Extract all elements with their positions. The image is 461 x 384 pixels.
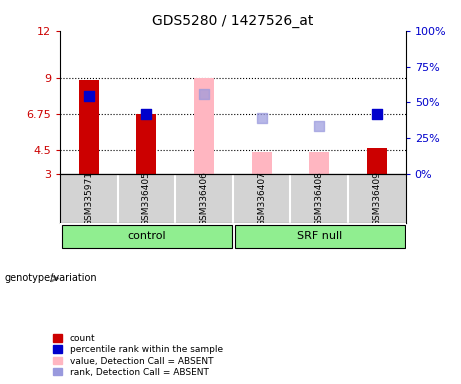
Bar	[252, 152, 272, 174]
Legend: count, percentile rank within the sample, value, Detection Call = ABSENT, rank, : count, percentile rank within the sample…	[51, 331, 225, 379]
Text: GSM335971: GSM335971	[84, 171, 93, 226]
Point	[373, 111, 381, 118]
Text: GSM336408: GSM336408	[315, 171, 324, 226]
Text: GSM336405: GSM336405	[142, 171, 151, 226]
Point	[142, 111, 150, 118]
Bar	[79, 80, 99, 174]
Point	[258, 115, 266, 121]
Text: control: control	[127, 231, 165, 241]
Text: genotype/variation: genotype/variation	[5, 273, 97, 283]
Text: GSM336406: GSM336406	[200, 171, 208, 226]
FancyBboxPatch shape	[235, 225, 405, 248]
Text: GSM336409: GSM336409	[372, 171, 381, 226]
Point	[315, 123, 323, 129]
Bar	[367, 148, 387, 174]
Bar	[194, 78, 214, 174]
Text: SRF null: SRF null	[296, 231, 342, 241]
Bar	[309, 152, 329, 174]
Bar	[136, 114, 156, 174]
Text: GSM336407: GSM336407	[257, 171, 266, 226]
Title: GDS5280 / 1427526_at: GDS5280 / 1427526_at	[152, 14, 313, 28]
Point	[200, 91, 207, 98]
FancyBboxPatch shape	[62, 225, 232, 248]
Point	[85, 93, 92, 99]
